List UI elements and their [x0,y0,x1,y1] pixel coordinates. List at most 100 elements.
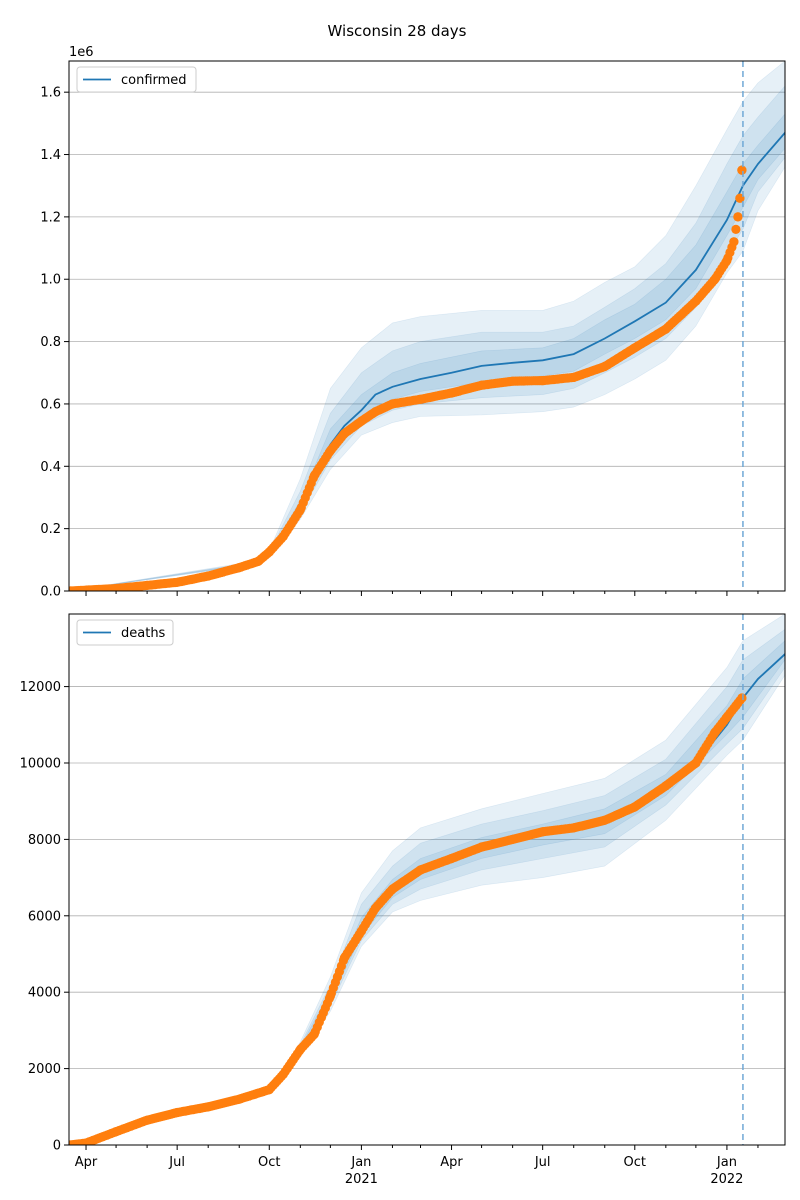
observed-point [569,372,579,382]
observed-point [253,556,263,567]
deaths-chart-panel: 0 2000 4000 6000 8000 10000 12000 Apr Jul Oct Jan… [20,613,786,1187]
confidence-band [69,628,785,1145]
observed-point [264,547,274,557]
x-tick-label: Jan [716,1155,737,1170]
y-tick-label: 0 [53,1139,61,1154]
observed-point [446,388,457,398]
observed-point [203,571,213,581]
y-tick-label: 0.2 [40,522,61,537]
x-tick-label: Apr [440,1155,463,1170]
observed-point [737,693,747,703]
confidence-band [69,614,785,1145]
x-tick-label: Apr [75,1155,98,1170]
observed-point [691,296,701,306]
observed-point [630,802,640,812]
y-tick-label: 1.0 [40,273,61,288]
observed-point [630,343,640,353]
observed-point [172,577,182,587]
observed-point [600,361,610,372]
observed-point [731,701,741,711]
observed-point [691,758,701,768]
x-tick-year-label: 2021 [345,1172,378,1187]
observed-point [69,1140,74,1145]
observed-point [111,1127,121,1137]
observed-point [722,712,732,722]
observed-point [356,416,366,426]
observed-point [710,274,720,284]
observed-point [733,212,743,222]
observed-point [446,853,457,864]
observed-point [737,165,747,175]
y-tick-label: 1.4 [40,148,61,163]
observed-point [172,1107,182,1118]
observed-point [370,407,380,417]
x-tick-label: Jan [350,1155,371,1170]
observed-point [722,255,732,266]
observed-point [661,781,671,791]
observed-point [339,953,349,963]
observed-point [278,1069,288,1079]
legend-box [76,619,174,646]
y-axis-ticks: 0.0 0.2 0.4 0.6 0.8 1.0 1.2 1.4 1.6 [40,86,69,600]
confidence-bands [69,614,785,1145]
x-tick-label: Oct [624,1155,646,1170]
observed-point [295,505,305,515]
observed-point [600,815,610,825]
observed-point [339,429,349,439]
y-offset-label: 1e6 [69,45,94,60]
observed-point [507,834,518,845]
y-tick-label: 0.8 [40,335,61,350]
observed-point [415,865,426,875]
observed-point [203,1102,213,1112]
observed-point [309,471,319,481]
observed-point [415,394,426,404]
x-tick-label: Jul [534,1155,551,1170]
observed-point [661,324,671,334]
y-tick-label: 0.4 [40,460,61,475]
confidence-bands [69,61,785,591]
observed-point [325,991,335,1001]
observed-point [264,1085,274,1095]
y-tick-label: 8000 [28,833,61,848]
confirmed-chart-panel: 1e6 0.0 0.2 0.4 0.6 0.8 1.0 1.2 1.4 1.6 confirme… [40,45,786,600]
legend-label-confirmed: confirmed [121,73,187,88]
y-axis-ticks: 0 2000 4000 6000 8000 10000 12000 [20,680,69,1154]
x-tick-label: Jul [168,1155,185,1170]
y-grid-lines [69,91,785,530]
x-axis-ticks [85,591,759,596]
y-tick-label: 2000 [28,1062,61,1077]
legend-box [76,66,197,93]
observed-point [370,903,380,913]
observed-point [142,1115,152,1125]
observed-point [69,586,74,591]
y-grid-lines [69,686,785,1069]
observed-point [538,376,548,386]
y-tick-label: 1.6 [40,86,61,101]
y-tick-label: 4000 [28,986,61,1001]
confidence-band [69,61,785,591]
observed-point [387,399,398,409]
observed-point [477,842,487,852]
observed-points-group [69,165,747,591]
observed-point [729,237,739,247]
observed-point [325,446,335,456]
observed-point [356,926,366,936]
legend: confirmed [76,66,197,93]
legend-label-deaths: deaths [121,626,166,641]
y-tick-label: 12000 [20,680,61,695]
axes-frame [68,613,786,1146]
x-tick-label: Oct [258,1155,280,1170]
legend: deaths [76,619,174,646]
observed-point [111,583,121,591]
observed-point [710,727,720,738]
y-tick-label: 0.0 [40,585,61,600]
observed-point [81,1138,91,1145]
confidence-band [69,113,785,591]
y-tick-label: 6000 [28,909,61,924]
y-tick-label: 1.2 [40,210,61,225]
observed-point [538,827,548,837]
observed-point [507,376,518,386]
observed-point [234,1094,244,1104]
observed-point [309,1029,319,1039]
axes-frame [68,60,786,592]
